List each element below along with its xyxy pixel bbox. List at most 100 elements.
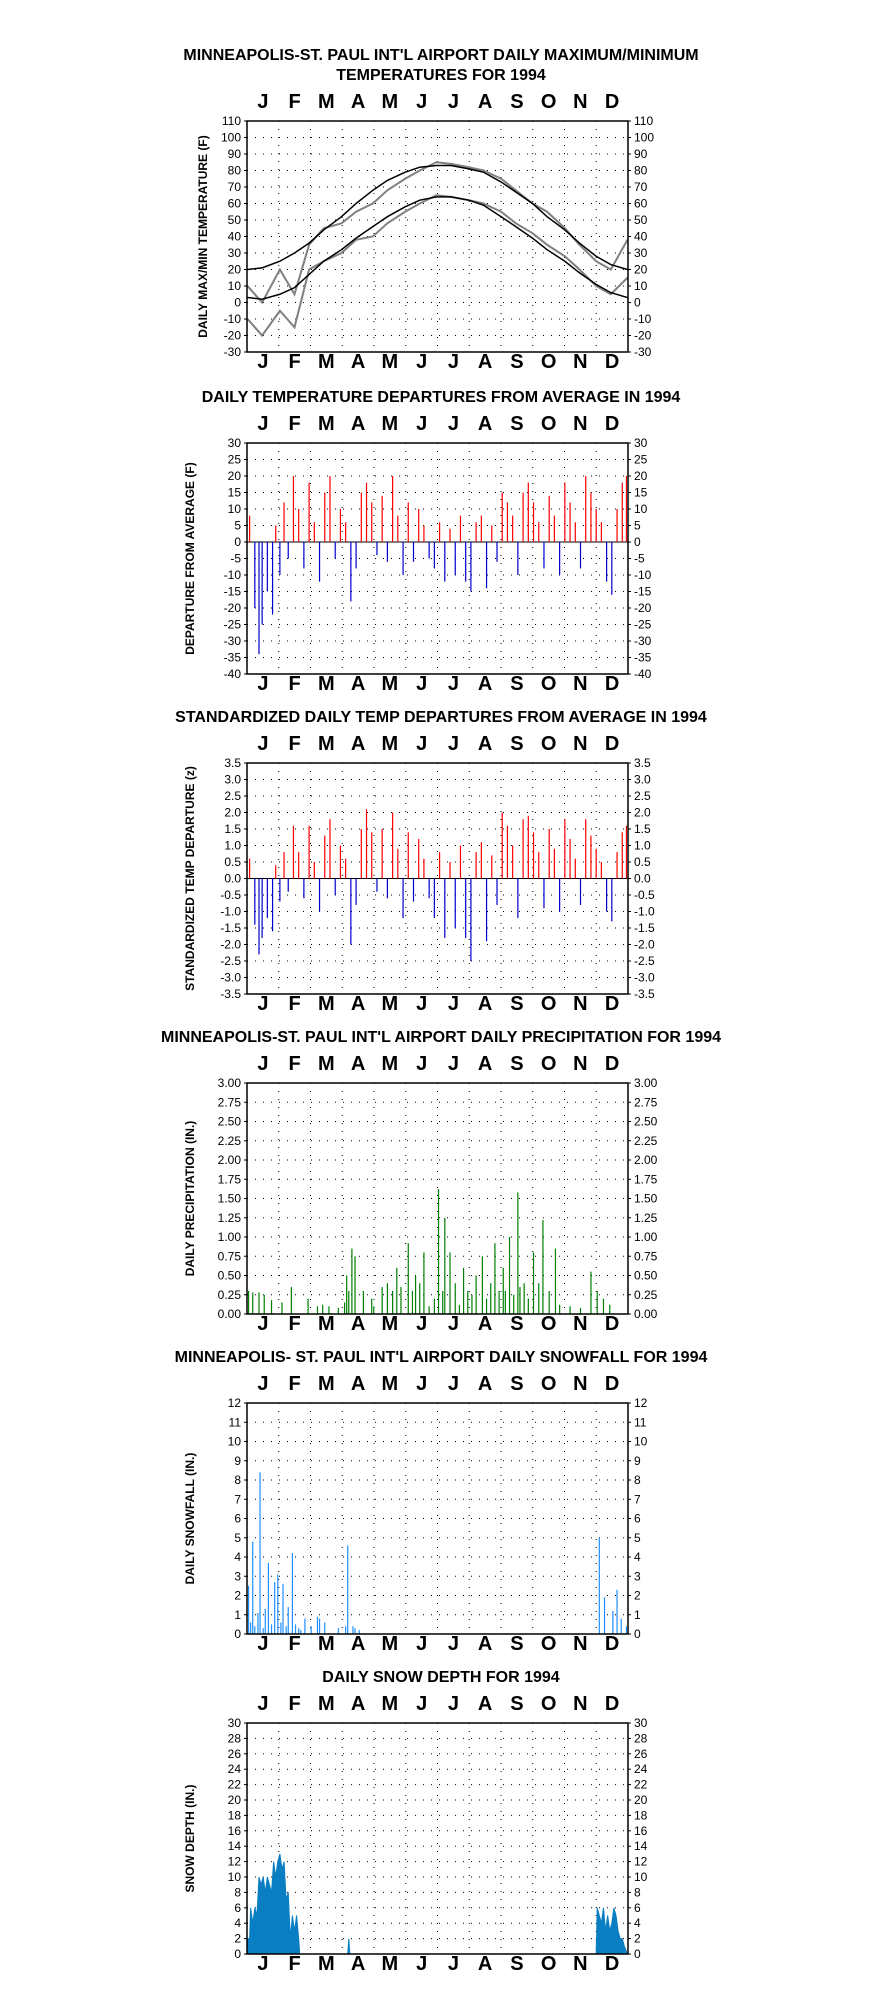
chart-title: STANDARDIZED DAILY TEMP DEPARTURES FROM … xyxy=(175,709,707,726)
month-label-bottom: F xyxy=(289,1633,301,1655)
month-label-top: S xyxy=(510,1373,523,1395)
data-bar xyxy=(485,542,488,589)
series-line-max xyxy=(246,161,629,305)
data-bar xyxy=(381,829,383,879)
data-bar xyxy=(279,542,281,575)
data-bar xyxy=(386,878,388,899)
data-bar xyxy=(569,502,571,542)
data-bar xyxy=(275,525,277,542)
data-bar xyxy=(322,1304,324,1314)
y-tick-label-right: 0 xyxy=(634,535,641,549)
data-bar xyxy=(381,1287,383,1314)
month-label-bottom: D xyxy=(605,1953,619,1975)
month-label-bottom: J xyxy=(416,351,427,373)
month-label-bottom: O xyxy=(541,993,557,1015)
data-bar xyxy=(386,1283,388,1314)
month-label-bottom: A xyxy=(351,1953,365,1975)
data-bar xyxy=(381,495,383,542)
plot-frame xyxy=(246,1402,629,1635)
data-bar xyxy=(400,1287,402,1314)
data-bar xyxy=(316,1306,319,1314)
data-bar xyxy=(294,1624,297,1634)
month-label-top: O xyxy=(541,1693,557,1715)
y-tick-label-left: -30 xyxy=(224,634,242,648)
y-tick-label-right: 2 xyxy=(634,1589,641,1603)
y-tick-label-right: 2.25 xyxy=(634,1134,658,1148)
month-label-bottom: N xyxy=(573,351,587,373)
data-bar xyxy=(522,492,524,542)
data-bar xyxy=(553,848,556,879)
data-bar xyxy=(506,825,509,879)
y-tick-label-right: 0 xyxy=(634,296,641,310)
month-label-top: J xyxy=(416,1373,427,1395)
data-bar xyxy=(365,482,368,542)
month-label-top: M xyxy=(382,733,399,755)
y-tick-label-left: 18 xyxy=(228,1808,242,1822)
month-label-bottom: D xyxy=(605,1313,619,1335)
month-label-top: A xyxy=(478,413,492,435)
data-bar xyxy=(423,858,425,879)
data-bar xyxy=(358,1630,360,1634)
data-bar xyxy=(346,1275,348,1314)
data-bar xyxy=(498,1290,500,1314)
month-label-top: M xyxy=(318,1693,335,1715)
y-tick-label-right: 1.50 xyxy=(634,1192,658,1206)
y-tick-label-left: -5 xyxy=(230,552,241,566)
month-label-top: J xyxy=(448,1373,459,1395)
y-tick-label-right: 5 xyxy=(634,519,641,533)
data-bar xyxy=(316,1616,319,1634)
month-label-top: A xyxy=(351,413,365,435)
data-bar xyxy=(564,482,566,542)
y-tick-label-left: 3.5 xyxy=(224,756,241,770)
y-tick-label-right: 90 xyxy=(634,147,648,161)
data-bar xyxy=(465,542,467,582)
y-tick-label-left: -20 xyxy=(224,329,242,343)
y-tick-label-right: 26 xyxy=(634,1747,648,1761)
y-tick-label-right: 8 xyxy=(634,1473,641,1487)
y-tick-label-left: 9 xyxy=(234,1454,241,1468)
y-tick-label-left: 10 xyxy=(228,279,242,293)
y-tick-label-left: 5 xyxy=(234,519,241,533)
data-bar xyxy=(490,1283,492,1314)
data-bar xyxy=(328,1306,330,1314)
month-label-top: J xyxy=(257,1053,268,1075)
month-label-top: D xyxy=(605,413,619,435)
y-tick-label-left: 20 xyxy=(228,469,242,483)
y-tick-label-right: 10 xyxy=(634,1870,648,1884)
y-tick-label-left: 1.25 xyxy=(218,1211,242,1225)
month-label-bottom: M xyxy=(382,351,399,373)
month-label-bottom: J xyxy=(257,993,268,1015)
month-label-bottom: D xyxy=(605,351,619,373)
month-label-bottom: M xyxy=(382,1313,399,1335)
plot-frame xyxy=(246,1722,629,1955)
y-tick-label-right: -30 xyxy=(634,345,652,359)
data-bar xyxy=(609,1304,611,1314)
y-tick-label-right: 0.75 xyxy=(634,1249,658,1263)
data-bar xyxy=(559,542,561,575)
data-bar xyxy=(345,858,347,879)
data-bar xyxy=(554,1248,557,1314)
y-tick-label-right: 16 xyxy=(634,1824,648,1838)
data-bar xyxy=(275,865,277,879)
y-tick-label-right: 25 xyxy=(634,453,648,467)
month-label-bottom: J xyxy=(257,673,268,695)
month-label-bottom: D xyxy=(605,1633,619,1655)
data-bar xyxy=(418,509,420,542)
data-bar xyxy=(444,542,446,582)
month-label-bottom: A xyxy=(351,351,365,373)
data-bar xyxy=(249,515,251,542)
month-label-top: F xyxy=(289,413,301,435)
y-tick-label-right: 20 xyxy=(634,469,648,483)
data-bar xyxy=(475,1275,477,1314)
data-bar xyxy=(345,522,347,542)
y-tick-label-left: 10 xyxy=(228,1870,242,1884)
data-bar xyxy=(542,1220,544,1314)
month-label-bottom: J xyxy=(416,993,427,1015)
y-tick-label-right: 30 xyxy=(634,1716,648,1730)
y-tick-label-left: -1.0 xyxy=(220,905,241,919)
y-tick-label-left: 3.0 xyxy=(224,773,241,787)
y-tick-label-left: 15 xyxy=(228,486,242,500)
data-bar xyxy=(579,542,582,569)
month-label-top: S xyxy=(510,413,523,435)
y-tick-label-left: 7 xyxy=(234,1492,241,1506)
